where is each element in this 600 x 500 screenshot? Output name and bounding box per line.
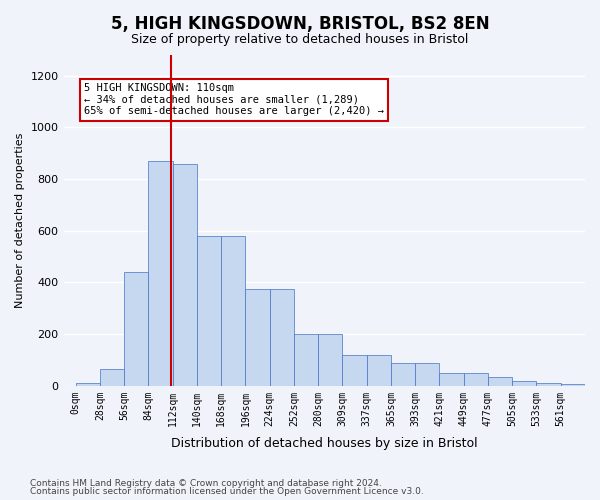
Bar <box>245 289 269 386</box>
Text: 5 HIGH KINGSDOWN: 110sqm
← 34% of detached houses are smaller (1,289)
65% of sem: 5 HIGH KINGSDOWN: 110sqm ← 34% of detach… <box>85 83 385 116</box>
Bar <box>561 384 585 386</box>
Bar <box>269 289 294 386</box>
Bar <box>148 161 173 386</box>
Bar <box>124 272 148 386</box>
Bar <box>100 369 124 386</box>
X-axis label: Distribution of detached houses by size in Bristol: Distribution of detached houses by size … <box>171 437 478 450</box>
Bar <box>415 362 439 386</box>
Bar <box>294 334 318 386</box>
Text: Contains public sector information licensed under the Open Government Licence v3: Contains public sector information licen… <box>30 487 424 496</box>
Y-axis label: Number of detached properties: Number of detached properties <box>15 132 25 308</box>
Bar <box>318 334 343 386</box>
Text: Contains HM Land Registry data © Crown copyright and database right 2024.: Contains HM Land Registry data © Crown c… <box>30 478 382 488</box>
Bar <box>536 383 561 386</box>
Bar <box>464 373 488 386</box>
Bar <box>512 380 536 386</box>
Text: Size of property relative to detached houses in Bristol: Size of property relative to detached ho… <box>131 32 469 46</box>
Bar <box>488 376 512 386</box>
Bar <box>76 383 100 386</box>
Bar <box>367 355 391 386</box>
Text: 5, HIGH KINGSDOWN, BRISTOL, BS2 8EN: 5, HIGH KINGSDOWN, BRISTOL, BS2 8EN <box>110 15 490 33</box>
Bar <box>197 236 221 386</box>
Bar <box>439 373 464 386</box>
Bar <box>391 362 415 386</box>
Bar <box>173 164 197 386</box>
Bar <box>343 355 367 386</box>
Bar <box>221 236 245 386</box>
